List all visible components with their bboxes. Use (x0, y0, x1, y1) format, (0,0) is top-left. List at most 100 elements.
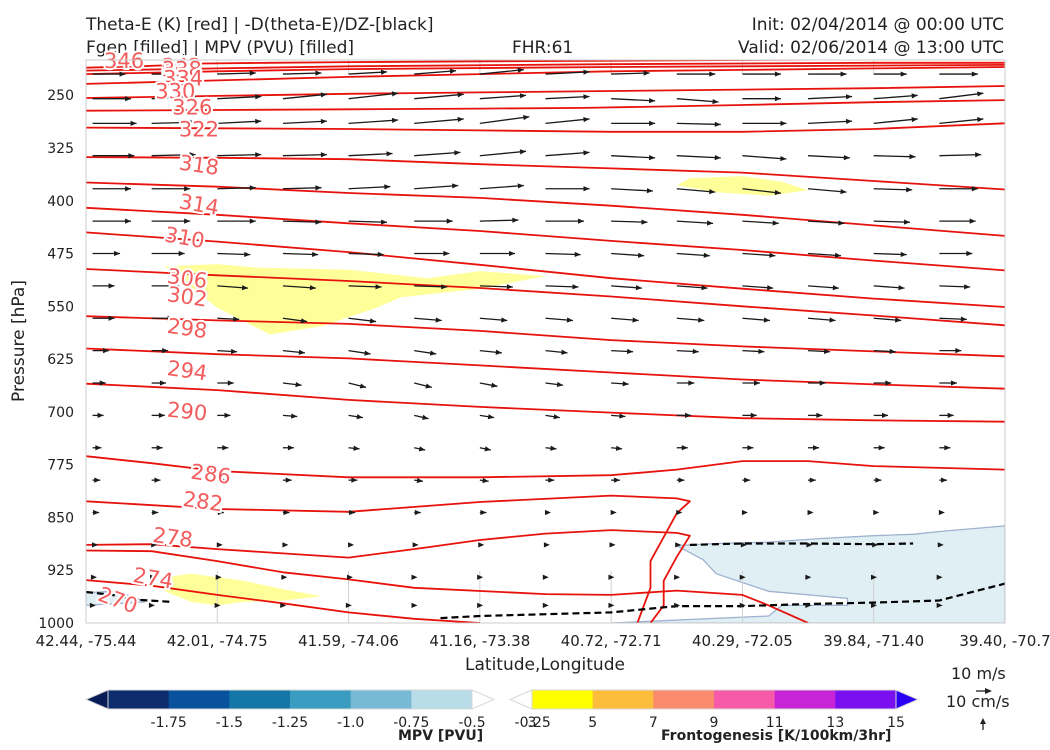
wind-vector (348, 509, 356, 516)
wind-vector (348, 151, 393, 157)
wind-vector (936, 602, 943, 609)
y-tick-label: 925 (47, 563, 74, 579)
wind-vector (411, 602, 418, 609)
wind-vector (414, 382, 432, 389)
colorbar-frame (107, 689, 473, 710)
wind-vector (545, 186, 590, 192)
y-tick-label: 700 (47, 405, 74, 421)
wind-vector (805, 574, 812, 580)
wind-vector (676, 348, 699, 355)
wind-vector (939, 218, 976, 224)
wind-vector (414, 150, 461, 157)
colorbar-cell (168, 690, 230, 709)
theta-e-line-278 (86, 529, 691, 623)
wind-vector (939, 152, 982, 158)
wind-vector (545, 251, 581, 258)
wind-vector (479, 250, 516, 257)
wind-vector (939, 91, 984, 100)
wind-vector (871, 574, 878, 580)
wind-vector (542, 602, 549, 609)
wind-vector (414, 317, 442, 323)
wind-vector (611, 477, 620, 483)
colorbar-extend (471, 689, 496, 710)
wind-vector (543, 542, 550, 548)
wind-vector (938, 509, 945, 516)
wind-vector (414, 477, 424, 484)
wind-vector (478, 542, 485, 548)
wind-vector (92, 348, 110, 354)
wind-vector (217, 477, 227, 483)
x-tick-label: 42.44, -75.44 (36, 632, 137, 650)
wind-vector (151, 186, 191, 192)
wind-vector (676, 155, 721, 161)
theta-e-line-334 (86, 66, 1005, 85)
wind-vector (412, 542, 419, 548)
wind-vector (808, 118, 853, 125)
wind-vector (348, 117, 399, 124)
theta-e-label: 270 (95, 582, 141, 618)
plot-frame (85, 59, 1006, 624)
colorbar-cell (835, 690, 897, 709)
dz-dashed-line (689, 542, 914, 546)
wind-vector (611, 381, 629, 387)
mpv-region (86, 590, 146, 607)
fgen-region (164, 573, 323, 606)
wind-vector (348, 91, 399, 100)
wind-vector (92, 477, 101, 483)
mpv-colorbar-label: MPV [PVU] (398, 728, 484, 744)
wind-vector (808, 71, 847, 77)
x-tick-label: 39.84, -71.40 (823, 632, 924, 650)
wind-vector (939, 71, 978, 77)
wind-vector (217, 118, 262, 125)
wind-vector (348, 382, 367, 389)
wind-vector (805, 602, 812, 609)
wind-vector (282, 92, 327, 100)
theta-e-label: 346 (104, 49, 144, 73)
y-tick-label: 1000 (38, 616, 74, 632)
wind-vector (345, 602, 352, 609)
theta-e-line-342 (86, 61, 1005, 72)
wind-vector (939, 284, 971, 290)
wind-vector (611, 70, 650, 76)
wind-vector (217, 285, 249, 291)
wind-vector (477, 602, 484, 609)
wind-vector (742, 188, 782, 196)
wind-vector (414, 68, 457, 75)
fgen-region (164, 264, 546, 335)
mpv-region (611, 525, 1005, 623)
wind-vector (808, 188, 847, 195)
theta-e-label: 314 (177, 189, 221, 220)
wind-vector (808, 252, 842, 258)
wind-vector (545, 150, 590, 157)
wind-vector (92, 153, 135, 159)
wind-vector (742, 155, 787, 162)
y-tick-label: 400 (47, 194, 74, 210)
wind-vector (148, 602, 155, 609)
wind-vector (282, 70, 322, 76)
wind-vector (348, 251, 384, 258)
wind-vector (151, 94, 196, 100)
wind-vector (545, 317, 574, 323)
wind-vector (608, 574, 615, 580)
wind-vector (611, 219, 648, 225)
wind-vector (348, 284, 382, 290)
x-tick-label: 42.01, -74.75 (167, 632, 268, 650)
wind-vector (939, 250, 973, 257)
theta-e-label: 310 (163, 222, 207, 253)
wind-vector (282, 381, 302, 388)
theta-e-line-302 (86, 268, 1005, 327)
y-tick-label: 475 (47, 247, 74, 263)
wind-vector (414, 92, 464, 100)
wind-vector (282, 185, 322, 191)
wind-vector (92, 315, 115, 321)
ref-vector-vertical-head (980, 718, 986, 724)
colorbar-cell (350, 690, 412, 709)
wind-vector (151, 348, 169, 354)
colorbar-cell (653, 690, 715, 709)
wind-vector (348, 414, 363, 420)
wind-vector (89, 602, 96, 609)
wind-vector (217, 218, 256, 224)
wind-vector (873, 445, 885, 451)
wind-vector (739, 574, 746, 580)
wind-vector (609, 542, 616, 548)
